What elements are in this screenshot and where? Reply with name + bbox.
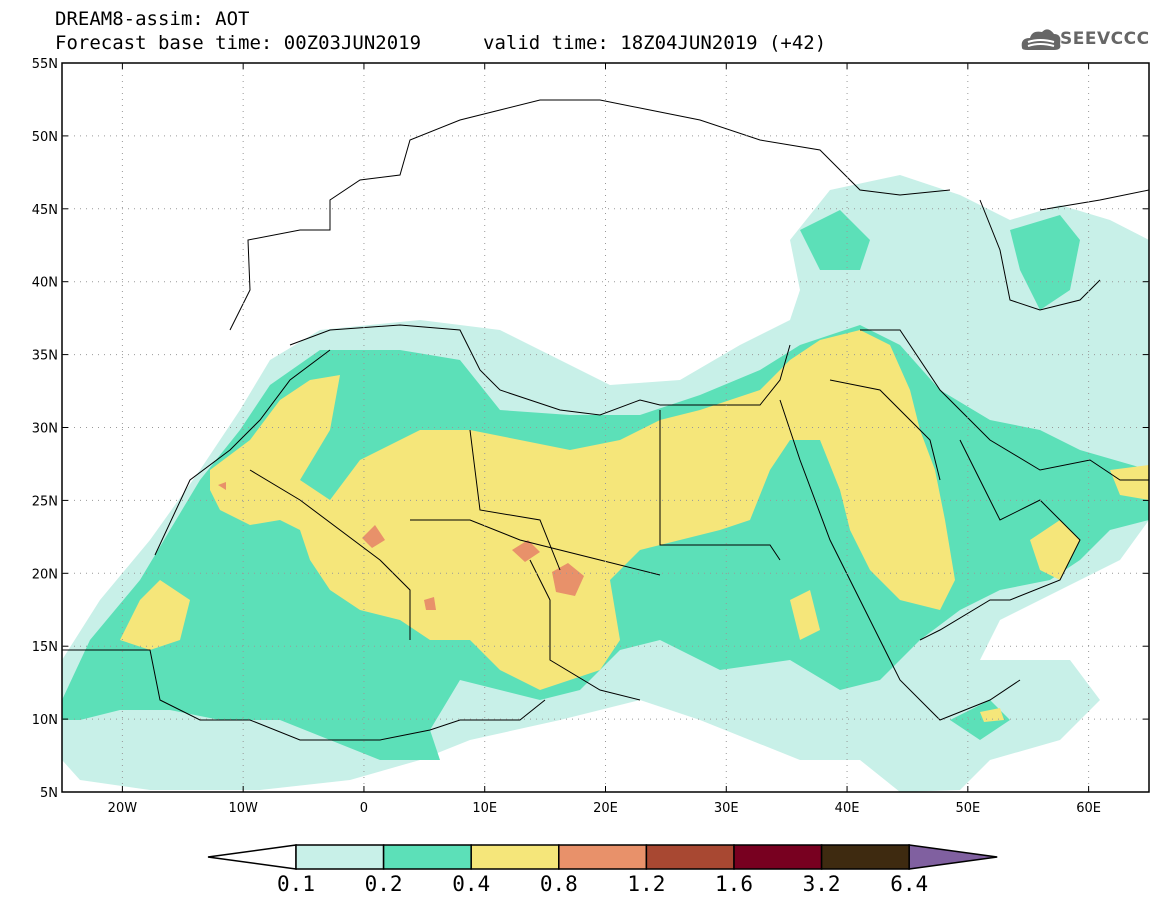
axis-ticks	[62, 62, 1149, 793]
colorbar-level-label: 3.2	[802, 872, 841, 896]
lat-tick-label: 30N	[32, 422, 58, 437]
colorbar-level-label: 0.4	[452, 872, 491, 896]
valid-time: valid time: 18Z04JUN2019 (+42)	[483, 32, 827, 54]
colorbar-box	[733, 844, 823, 870]
lon-tick-label: 20W	[108, 801, 138, 816]
colorbar-box	[470, 844, 560, 870]
colorbar-level-label: 6.4	[890, 872, 929, 896]
aot-level-0.2	[1010, 215, 1080, 310]
colorbar-level-label: 0.2	[364, 872, 403, 896]
aot-level-0.2	[800, 210, 870, 270]
lat-tick-label: 25N	[32, 494, 58, 509]
lon-tick-label: 10E	[472, 801, 497, 816]
coastlines	[62, 99, 1149, 741]
cloud-logo-icon	[1021, 29, 1061, 50]
lat-tick-label: 40N	[32, 276, 58, 291]
aot-level-0.8	[512, 540, 540, 562]
aot-level-0.4	[790, 590, 820, 640]
latitude-labels: 55N 50N 45N 40N 35N 30N 25N 20N 15N 10N 5N	[32, 57, 58, 801]
colorbar-box	[558, 844, 648, 870]
aot-level-0.4	[120, 580, 190, 650]
longitude-labels: 20W 10W 0 10E 20E 30E 40E 50E 60E	[108, 801, 1101, 816]
aot-level-0.8	[218, 482, 226, 490]
lat-tick-label: 15N	[32, 640, 58, 655]
lon-tick-label: 60E	[1076, 801, 1101, 816]
lat-tick-label: 55N	[32, 57, 58, 72]
lon-tick-label: 10W	[228, 801, 258, 816]
colorbar	[207, 844, 998, 870]
colorbar-box	[645, 844, 735, 870]
colorbar-level-label: 0.1	[277, 872, 315, 896]
lat-tick-label: 50N	[32, 130, 58, 145]
colorbar-box	[295, 844, 385, 870]
lat-tick-label: 10N	[32, 713, 58, 728]
colorbar-box	[382, 844, 472, 870]
lat-tick-label: 35N	[32, 349, 58, 364]
lon-tick-label: 20E	[593, 801, 618, 816]
lat-tick-label: 45N	[32, 203, 58, 218]
forecast-base-time: Forecast base time: 00Z03JUN2019	[55, 32, 422, 54]
colorbar-level-label: 1.6	[715, 872, 753, 896]
colorbar-level-label: 1.2	[627, 872, 666, 896]
aot-level-0.4	[980, 708, 1004, 722]
map-title: DREAM8-assim: AOT	[55, 8, 250, 30]
aot-level-0.4	[1110, 465, 1149, 500]
lon-tick-label: 0	[360, 801, 368, 816]
lat-tick-label: 20N	[32, 567, 58, 582]
colorbar-level-label: 0.8	[539, 872, 578, 896]
lon-tick-label: 30E	[714, 801, 739, 816]
lon-tick-label: 50E	[955, 801, 980, 816]
logo-text: SEEVCCC	[1060, 29, 1150, 49]
colorbar-high-arrow	[908, 844, 998, 870]
lat-tick-label: 5N	[40, 786, 58, 801]
aot-level-0.8	[552, 563, 584, 596]
aot-level-0.4	[210, 330, 955, 690]
colorbar-low-arrow	[207, 844, 297, 870]
colorbar-box	[820, 844, 910, 870]
aot-level-0.8	[362, 525, 385, 548]
lon-tick-label: 40E	[835, 801, 860, 816]
aot-level-0.8	[424, 597, 436, 610]
